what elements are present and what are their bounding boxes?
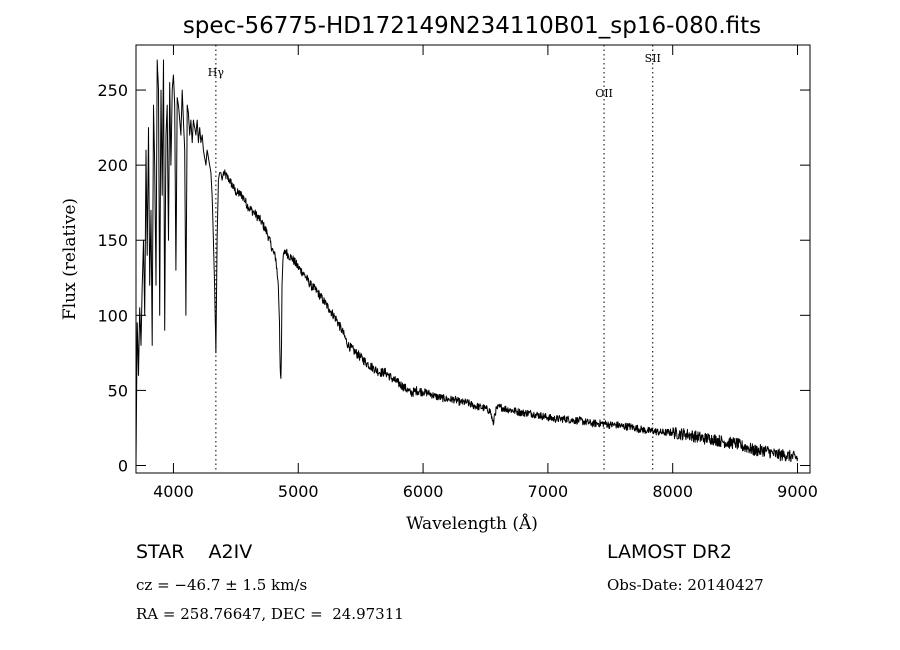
marker-label: OII — [595, 87, 613, 100]
y-axis-label: Flux (relative) — [60, 198, 80, 320]
object-class-label: STAR A2IV — [136, 541, 253, 563]
redshift-label: cz = −46.7 ± 1.5 km/s — [136, 576, 308, 594]
y-tick-label: 150 — [97, 231, 128, 250]
spectrum-line — [135, 59, 798, 466]
x-tick-label: 9000 — [777, 482, 818, 501]
survey-label: LAMOST DR2 — [607, 541, 732, 563]
axis-ticks: 4000 5000 6000 7000 8000 9000 0 50 100 150 200 250 — [97, 45, 818, 501]
x-axis-label: Wavelength (Å) — [406, 513, 538, 534]
y-tick-label: 0 — [118, 456, 128, 475]
x-tick-label: 6000 — [403, 482, 444, 501]
x-tick-label: 4000 — [153, 482, 194, 501]
x-tick-label: 7000 — [528, 482, 569, 501]
y-tick-label: 100 — [97, 306, 128, 325]
y-tick-label: 50 — [108, 381, 128, 400]
x-tick-label: 5000 — [278, 482, 319, 501]
chart-title: spec-56775-HD172149N234110B01_sp16-080.f… — [183, 13, 761, 39]
observation-date-label: Obs-Date: 20140427 — [607, 576, 764, 594]
spectral-line-markers: Hγ OII SII — [208, 45, 661, 473]
coordinates-label: RA = 258.76647, DEC = 24.97311 — [136, 605, 404, 623]
y-tick-label: 200 — [97, 156, 128, 175]
marker-label: SII — [645, 52, 661, 65]
y-tick-label: 250 — [97, 81, 128, 100]
x-tick-label: 8000 — [652, 482, 693, 501]
marker-label: Hγ — [208, 66, 225, 79]
plot-frame — [135, 44, 811, 474]
